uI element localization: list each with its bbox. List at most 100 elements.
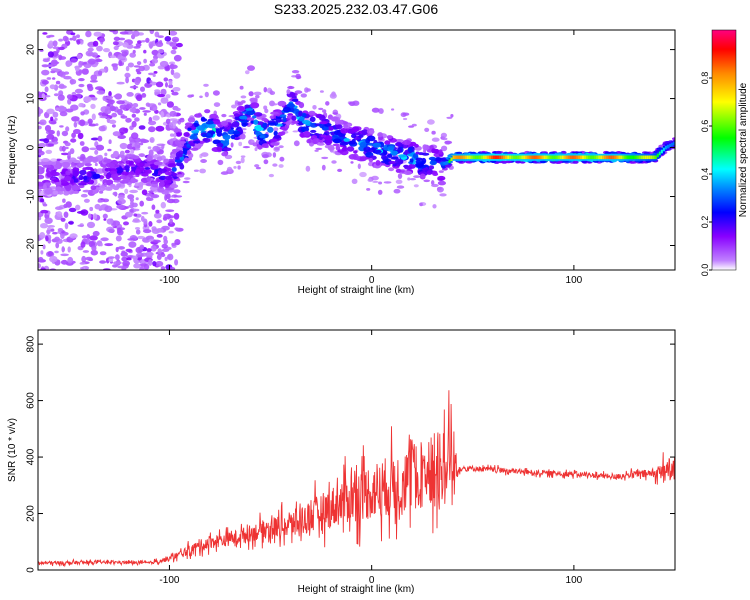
ridge-blob <box>339 141 349 146</box>
ridge-band-core <box>537 155 540 160</box>
noise-blob <box>38 256 44 263</box>
ridge-band-core <box>673 141 675 146</box>
noise-blob <box>367 178 373 182</box>
noise-blob <box>98 37 106 43</box>
ridge-blob <box>267 126 274 133</box>
noise-blob <box>337 168 343 172</box>
ridge-blob <box>222 134 231 140</box>
noise-blob <box>98 125 106 132</box>
noise-blob <box>81 265 90 270</box>
ridge-blob <box>375 160 381 166</box>
noise-blob <box>47 227 51 230</box>
noise-blob <box>204 91 209 98</box>
noise-blob <box>377 189 383 195</box>
noise-blob <box>160 266 166 270</box>
noise-blob <box>444 140 453 145</box>
noise-blob <box>371 107 380 113</box>
noise-blob <box>175 195 183 198</box>
noise-blob <box>419 202 423 207</box>
noise-blob <box>295 73 301 80</box>
ridge-blob <box>346 146 355 152</box>
ridge-blob <box>262 122 268 129</box>
ridge-blob <box>249 97 258 103</box>
ridge-band-core <box>456 155 459 160</box>
noise-blob <box>142 110 151 113</box>
ridge-blob <box>387 153 393 158</box>
ridge-blob <box>92 173 101 179</box>
ridge-blob <box>78 174 84 181</box>
ridge-blob <box>437 180 446 186</box>
noise-blob <box>89 235 98 241</box>
noise-blob <box>125 117 132 123</box>
noise-blob <box>139 200 144 207</box>
ridge-band-core <box>513 155 516 160</box>
ridge-blob <box>335 145 341 151</box>
noise-blob <box>154 89 161 92</box>
noise-blob <box>52 40 58 47</box>
ridge-blob <box>233 137 240 141</box>
noise-blob <box>213 102 221 107</box>
ridge-blob <box>301 113 307 118</box>
noise-blob <box>157 94 166 98</box>
ridge-blob <box>184 122 193 127</box>
noise-blob <box>131 113 136 118</box>
ridge-blob <box>291 120 299 124</box>
ridge-blob <box>359 156 367 162</box>
noise-blob <box>230 142 234 148</box>
noise-blob <box>169 110 177 117</box>
ridge-blob <box>388 167 395 172</box>
ridge-blob <box>104 167 112 172</box>
x-tick-label: -100 <box>159 275 179 286</box>
noise-blob <box>119 150 125 156</box>
noise-blob <box>73 121 78 128</box>
ridge-band-core <box>666 144 670 149</box>
noise-blob <box>127 238 136 241</box>
noise-blob <box>138 65 145 72</box>
noise-blob <box>165 118 171 125</box>
ridge-blob <box>52 164 62 170</box>
noise-blob <box>59 111 68 117</box>
ridge-band-core <box>480 155 484 160</box>
ridge-band-core <box>588 155 591 160</box>
ridge-band-core <box>460 155 463 160</box>
noise-blob <box>127 62 134 68</box>
noise-blob <box>175 107 181 112</box>
ridge-band-core <box>584 155 587 160</box>
ridge-band-core <box>559 155 562 160</box>
noise-blob <box>331 160 337 164</box>
noise-blob <box>104 152 108 157</box>
noise-blob <box>97 199 104 203</box>
ridge-blob <box>334 119 344 126</box>
noise-blob <box>45 149 53 154</box>
noise-blob <box>438 170 444 173</box>
noise-blob <box>49 84 56 90</box>
ridge-blob <box>103 159 112 163</box>
noise-blob <box>167 221 176 227</box>
noise-blob <box>70 32 76 36</box>
noise-blob <box>78 83 85 88</box>
noise-blob <box>231 104 237 109</box>
ridge-blob <box>105 173 111 180</box>
noise-blob <box>55 107 60 111</box>
ridge-blob <box>310 129 317 133</box>
noise-blob <box>163 77 169 82</box>
ridge-band-core <box>539 155 542 160</box>
ridge-blob <box>298 102 305 109</box>
ridge-blob <box>40 158 50 162</box>
ridge-band-core <box>648 155 651 160</box>
ridge-band-core <box>602 155 605 160</box>
noise-blob <box>90 137 100 141</box>
noise-blob <box>89 80 98 83</box>
noise-blob <box>89 147 97 151</box>
noise-blob <box>41 64 49 68</box>
ridge-blob <box>154 169 159 176</box>
noise-blob <box>83 198 90 203</box>
ridge-band-core <box>454 155 457 160</box>
noise-blob <box>161 225 170 231</box>
noise-blob <box>148 120 157 126</box>
noise-blob <box>76 53 82 60</box>
noise-blob <box>133 213 138 217</box>
ridge-blob <box>438 149 443 155</box>
ridge-blob <box>233 113 240 117</box>
noise-blob <box>168 30 178 36</box>
